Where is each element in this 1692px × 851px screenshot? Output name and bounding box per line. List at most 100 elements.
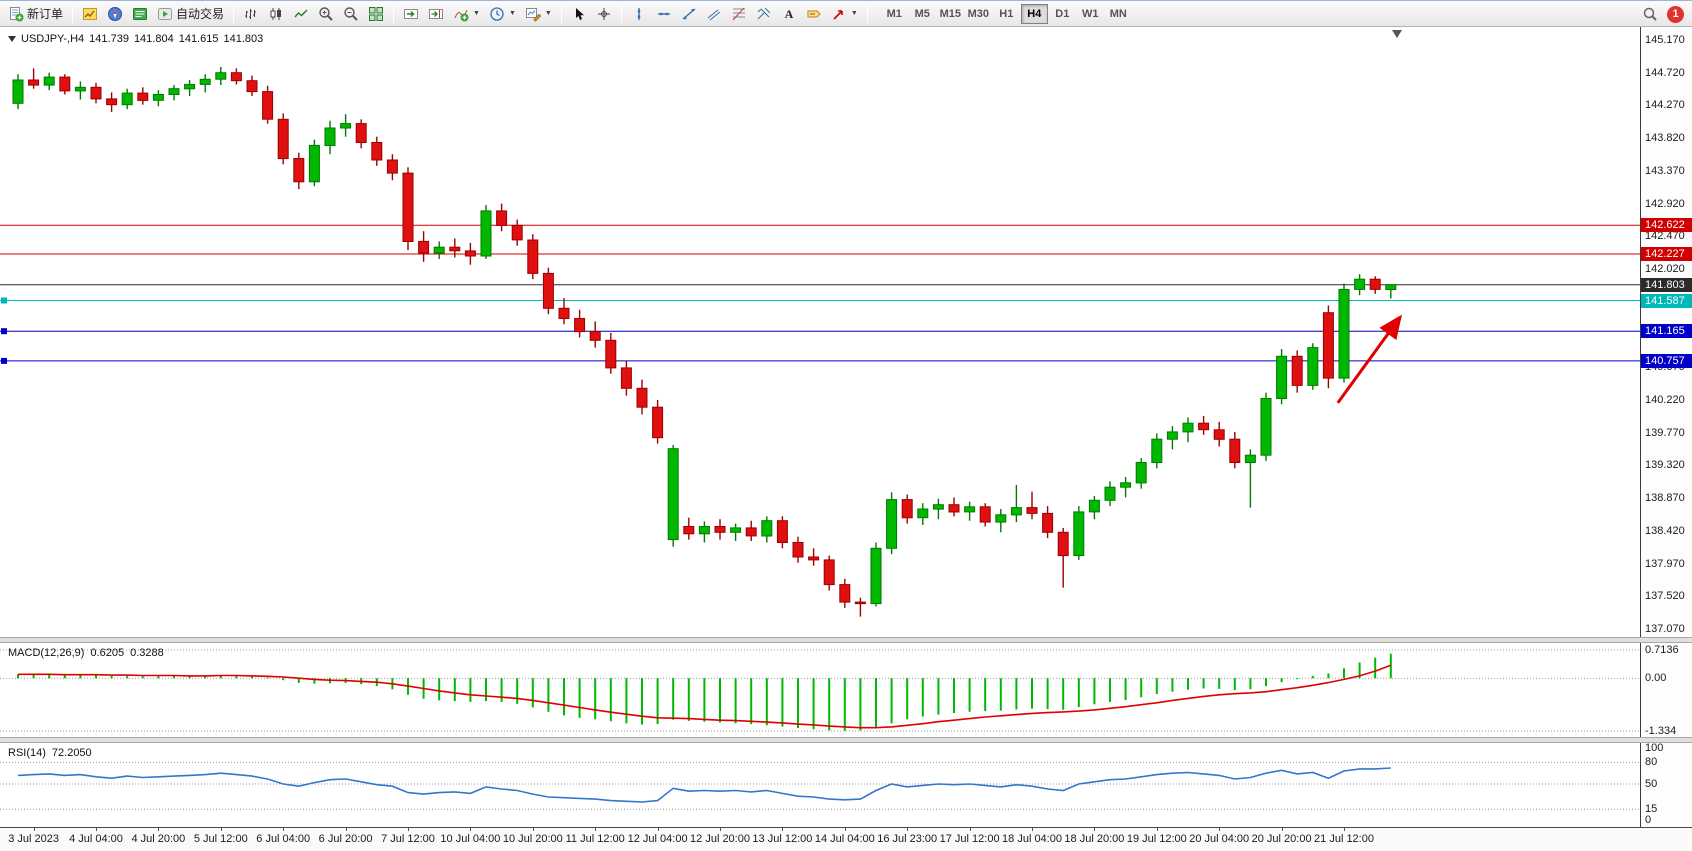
time-axis[interactable]: 3 Jul 2023 4 Jul 04:00 4 Jul 20:00 5 Jul 12… [0,827,1692,851]
axis-tick-label: 137.520 [1645,590,1685,603]
axis-tick-label: 144.270 [1645,99,1685,112]
autotrading-label: 自动交易 [176,7,225,21]
zoom-in-button[interactable] [314,3,338,25]
time-axis-label: 12 Jul 20:00 [690,833,750,845]
fibonacci-button[interactable] [727,3,751,25]
rsi-value: 72.2050 [51,747,92,759]
auto-scroll-icon [403,6,419,22]
ohlc-close: 141.803 [223,33,264,45]
time-tick-mark [33,828,35,831]
notification-badge[interactable]: 1 [1667,5,1684,23]
time-axis-label: 3 Jul 2023 [8,833,59,845]
text-label-icon [806,6,822,22]
price-tag: 142.622 [1641,218,1692,233]
chevron-down-icon: ▼ [508,10,516,17]
search-icon[interactable] [1642,6,1658,22]
time-axis-label: 21 Jul 12:00 [1314,833,1374,845]
price-tag: 141.165 [1641,324,1692,339]
trend-arrow[interactable] [1336,314,1402,404]
timeframe-button-m15[interactable]: M15 [937,4,964,24]
bar-chart-button[interactable] [239,3,263,25]
main-toolbar: 新订单 自动交易 ▼ ▼ ▼ A ▼ [0,0,1692,27]
time-tick-mark [532,828,534,831]
time-axis-label: 5 Jul 12:00 [193,833,248,845]
chart-symbol-label: USDJPY-,H4 141.739 141.804 141.615 141.8… [8,33,263,45]
one-click-trading-icon[interactable] [8,36,16,42]
pane-splitter[interactable] [0,637,1692,643]
line-handle[interactable] [1,297,7,304]
rsi-levels [0,761,1640,810]
horizontal-line-button[interactable] [652,3,676,25]
chart-shift-icon [428,6,444,22]
arrows-tool-button[interactable]: ▼ [827,3,862,25]
axis-tick-label: 137.970 [1645,557,1685,570]
bar-chart-icon [243,6,259,22]
timeframe-button-h1[interactable]: H1 [993,4,1020,24]
timeframe-button-m30[interactable]: M30 [965,4,992,24]
time-tick-mark [408,828,409,831]
price-axis[interactable]: 145.170 144.720 144.270 143.820 143.370 142.9… [1640,27,1692,851]
trendline-button[interactable] [677,3,701,25]
periods-button[interactable]: ▼ [485,3,520,25]
time-axis-label: 20 Jul 04:00 [1189,833,1250,845]
line-chart-button[interactable] [289,3,313,25]
new-order-button[interactable]: 新订单 [4,3,67,25]
horizontal-lines-layer[interactable] [0,224,1640,364]
chart-shift-button[interactable] [424,3,448,25]
timeframe-button-m1[interactable]: M1 [881,4,908,24]
timeframe-button-w1[interactable]: W1 [1077,4,1104,24]
templates-button[interactable]: ▼ [521,3,556,25]
macd-levels [0,649,1640,732]
text-button[interactable]: A [777,3,801,25]
macd-signal-value: 0.3288 [130,647,164,659]
time-axis-label: 18 Jul 04:00 [1002,833,1062,845]
tile-windows-button[interactable] [364,3,388,25]
macd-histogram [17,653,1392,731]
text-label-button[interactable] [802,3,826,25]
timeframe-button-d1[interactable]: D1 [1049,4,1076,24]
market-watch-button[interactable] [78,3,102,25]
channel-button[interactable] [702,3,726,25]
candlestick-chart-button[interactable] [264,3,288,25]
line-handle[interactable] [1,328,7,335]
line-handle[interactable] [1,357,7,364]
axis-tick-label: 143.370 [1645,164,1685,177]
autotrading-button[interactable]: 自动交易 [153,3,228,25]
candlestick-chart-icon [268,6,284,22]
crosshair-button[interactable] [592,3,616,25]
pane-splitter[interactable] [0,737,1692,743]
timeframe-button-mn[interactable]: MN [1105,4,1132,24]
toolbar-separator [72,4,74,23]
trendline-icon [681,6,697,22]
timeframe-button-m5[interactable]: M5 [909,4,936,24]
main-price-pane[interactable] [0,27,1640,637]
timeframe-button-h4[interactable]: H4 [1020,3,1048,24]
candles-layer [12,66,1397,617]
chart-shift-marker[interactable] [1392,30,1402,38]
time-axis-label: 4 Jul 20:00 [131,833,186,845]
time-axis-label: 17 Jul 12:00 [939,833,1000,845]
toolbar-separator [866,4,868,23]
axis-tick-label: 137.070 [1645,623,1685,635]
cursor-button[interactable] [567,3,591,25]
time-axis-label: 19 Jul 12:00 [1126,833,1187,845]
axis-tick-label: 143.820 [1645,132,1685,145]
line-chart-icon [293,6,309,22]
time-tick-mark [470,828,472,831]
rsi-pane[interactable] [0,743,1640,827]
terminal-button[interactable] [128,3,152,25]
auto-scroll-button[interactable] [399,3,423,25]
navigator-button[interactable] [103,3,127,25]
zoom-out-button[interactable] [339,3,363,25]
time-tick-mark [220,828,222,831]
toolbar-separator [620,4,622,23]
clock-icon [489,6,505,22]
axis-tick-label: 142.920 [1645,197,1685,210]
vertical-line-button[interactable] [627,3,651,25]
pitchfork-button[interactable] [752,3,776,25]
axis-tick-label: 80 [1645,756,1658,769]
macd-pane[interactable] [0,643,1640,737]
time-tick-mark [1344,828,1345,831]
indicators-button[interactable]: ▼ [449,3,484,25]
vertical-line-icon [631,6,647,22]
